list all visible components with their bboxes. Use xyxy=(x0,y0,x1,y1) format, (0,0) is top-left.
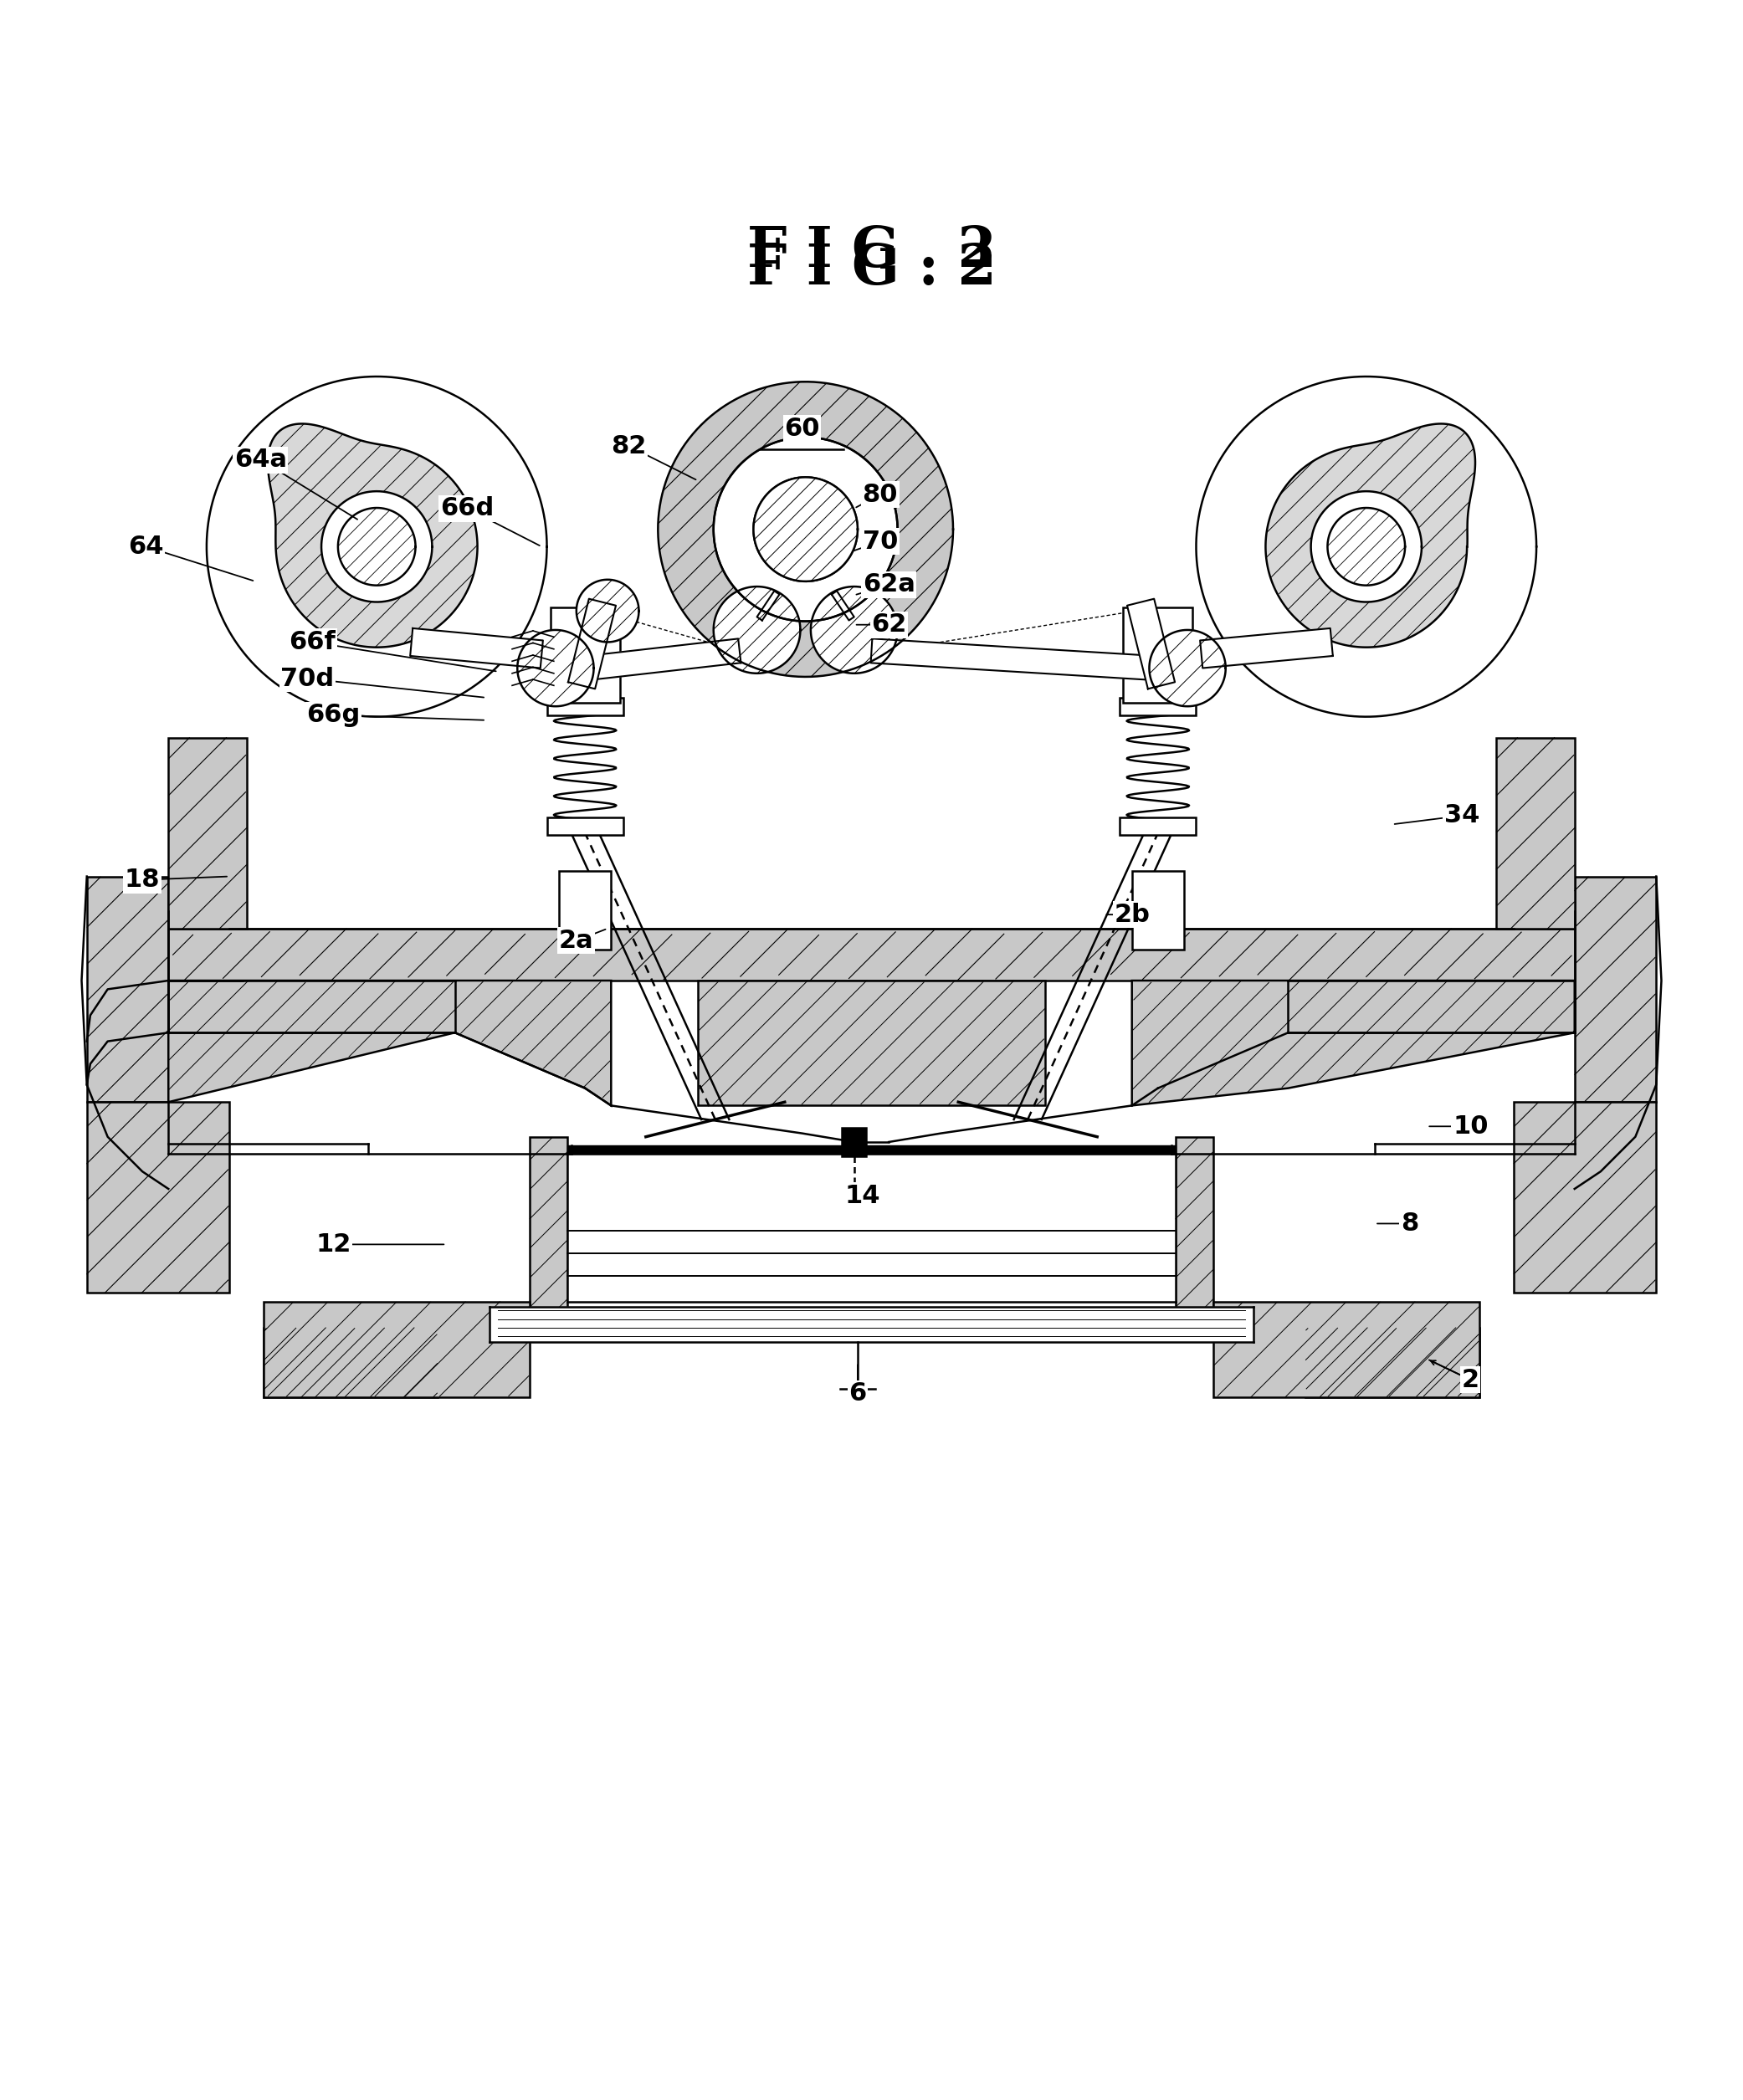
PathPatch shape xyxy=(1213,1302,1480,1397)
PathPatch shape xyxy=(169,981,612,1105)
Text: 62: 62 xyxy=(872,613,906,636)
Bar xyxy=(842,1128,866,1155)
Polygon shape xyxy=(753,477,858,582)
PathPatch shape xyxy=(530,1136,568,1336)
Bar xyxy=(551,607,621,704)
Bar xyxy=(1122,607,1192,704)
Polygon shape xyxy=(713,437,898,622)
PathPatch shape xyxy=(1175,1136,1213,1336)
Text: 66f: 66f xyxy=(289,630,336,655)
Polygon shape xyxy=(831,590,854,620)
Polygon shape xyxy=(1128,598,1175,689)
Text: 66d: 66d xyxy=(441,496,493,521)
Text: 2a: 2a xyxy=(560,928,594,953)
PathPatch shape xyxy=(1574,876,1656,1102)
FancyBboxPatch shape xyxy=(1131,871,1183,949)
Text: 80: 80 xyxy=(863,483,898,506)
PathPatch shape xyxy=(169,928,1574,981)
Polygon shape xyxy=(321,491,432,603)
PathPatch shape xyxy=(87,1102,228,1294)
Text: F I G . 2: F I G . 2 xyxy=(746,242,997,296)
Polygon shape xyxy=(568,598,615,689)
FancyBboxPatch shape xyxy=(560,871,612,949)
Text: 64: 64 xyxy=(127,536,164,559)
PathPatch shape xyxy=(263,1302,530,1397)
Polygon shape xyxy=(1311,491,1422,603)
Text: 2: 2 xyxy=(1462,1367,1480,1392)
Text: 70d: 70d xyxy=(281,666,335,691)
Bar xyxy=(1119,817,1196,836)
Polygon shape xyxy=(568,1155,1175,1302)
Bar xyxy=(547,817,624,836)
Polygon shape xyxy=(657,382,953,676)
Polygon shape xyxy=(568,1144,1175,1155)
PathPatch shape xyxy=(1131,981,1574,1105)
PathPatch shape xyxy=(268,424,478,647)
Polygon shape xyxy=(169,928,1515,981)
Text: F I G . 2: F I G . 2 xyxy=(746,225,997,279)
Text: 70: 70 xyxy=(863,529,898,554)
Polygon shape xyxy=(518,630,594,706)
Text: 6: 6 xyxy=(849,1382,866,1405)
Polygon shape xyxy=(1149,630,1225,706)
Text: 12: 12 xyxy=(315,1233,350,1256)
Polygon shape xyxy=(1328,508,1405,586)
Polygon shape xyxy=(713,437,898,622)
Polygon shape xyxy=(713,586,800,674)
Text: 18: 18 xyxy=(124,867,160,892)
Polygon shape xyxy=(490,1306,1253,1342)
Text: 62a: 62a xyxy=(863,573,915,596)
Polygon shape xyxy=(410,628,544,668)
Bar xyxy=(1119,697,1196,714)
PathPatch shape xyxy=(1265,424,1475,647)
Text: 8: 8 xyxy=(1401,1212,1419,1235)
Text: 2b: 2b xyxy=(1114,903,1150,926)
Text: 82: 82 xyxy=(610,435,647,458)
Bar xyxy=(547,697,624,714)
Text: 60: 60 xyxy=(784,416,819,441)
Polygon shape xyxy=(1199,628,1333,668)
Text: 10: 10 xyxy=(1452,1115,1489,1138)
PathPatch shape xyxy=(263,1327,437,1397)
Text: 34: 34 xyxy=(1443,804,1480,827)
PathPatch shape xyxy=(1306,1327,1480,1397)
Text: 66g: 66g xyxy=(307,704,361,727)
Polygon shape xyxy=(756,590,779,620)
Polygon shape xyxy=(577,580,640,643)
PathPatch shape xyxy=(169,737,246,928)
PathPatch shape xyxy=(1497,737,1574,928)
Polygon shape xyxy=(753,477,858,582)
PathPatch shape xyxy=(697,981,1046,1105)
Polygon shape xyxy=(338,508,415,586)
PathPatch shape xyxy=(1515,1102,1656,1294)
Text: 14: 14 xyxy=(845,1184,880,1208)
Polygon shape xyxy=(810,586,898,674)
Polygon shape xyxy=(872,638,1157,680)
Polygon shape xyxy=(586,638,741,680)
PathPatch shape xyxy=(87,876,169,1102)
Text: 64a: 64a xyxy=(234,447,288,472)
